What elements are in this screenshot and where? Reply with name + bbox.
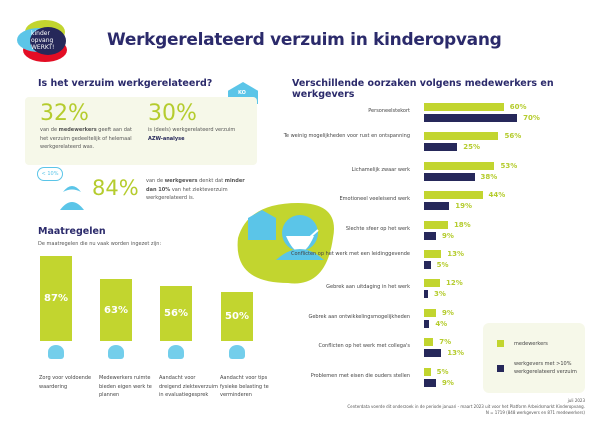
bar-value-label: 38% <box>480 172 498 181</box>
stat-32: 32% <box>40 101 89 126</box>
logo-text: kinder opvang WERKT! <box>31 30 55 51</box>
bar-value-label: 9% <box>441 308 454 317</box>
person-icon <box>60 180 84 210</box>
stat-84-text: van de werkgevers denkt dat minder dan 1… <box>146 178 245 201</box>
bar-value-label: 3% <box>433 290 446 299</box>
bar-werkgevers <box>424 378 436 387</box>
chart-title: Verschillende oorzaken volgens medewerke… <box>292 78 554 100</box>
lightbulb-icon <box>229 345 245 359</box>
bar-medewerkers <box>424 103 504 111</box>
bar-value-label: 13% <box>447 250 465 258</box>
category-label: Te weinig mogelijkheden voor rust en ont… <box>283 133 410 140</box>
measure-bar: 87% <box>40 256 72 341</box>
bar-value-label: 25% <box>463 143 481 152</box>
category-label: Conflicten op het werk met collega's <box>318 343 410 350</box>
bar-value-label: 13% <box>447 349 465 358</box>
category-label: Slechte sfeer op het werk <box>345 225 410 232</box>
bar-werkgevers <box>424 290 428 299</box>
maatregelen-title: Maatregelen <box>38 226 106 237</box>
legend-item-werkgevers: werkgevers met >10% werkgerelateerd verz… <box>497 360 582 376</box>
legend: medewerkers werkgevers met >10% werkgere… <box>483 323 585 393</box>
bar-value-label: 53% <box>500 161 518 170</box>
bar-value-label: 18% <box>453 220 471 229</box>
logo: kinder opvang WERKT! <box>15 18 85 63</box>
bar-value-label: 60% <box>509 103 527 111</box>
people-calendar-icon <box>108 345 124 359</box>
stat-30-source: AZW-analyse <box>148 136 185 142</box>
measure-caption: Aandacht voor tips fysieke belasting te … <box>220 375 269 398</box>
bar-value-label: 9% <box>441 378 454 387</box>
bar-value-label: 12% <box>445 279 463 288</box>
bar-value-label: 5% <box>436 367 449 376</box>
stat-30-text: is (deels) werkgerelateerd verzuim <box>148 127 236 133</box>
bar-werkgevers <box>424 261 431 269</box>
bar-medewerkers <box>424 161 495 170</box>
bar-medewerkers <box>424 367 431 376</box>
bar-medewerkers <box>424 338 434 347</box>
bar-werkgevers <box>424 319 430 328</box>
stat-84: 84% <box>92 176 139 200</box>
bar-value-label: 5% <box>436 261 449 269</box>
stats-panel <box>25 97 257 165</box>
bar-werkgevers <box>424 202 450 211</box>
conversation-icon <box>168 345 184 359</box>
measure-bar: 56% <box>160 286 192 341</box>
page-title: Werkgerelateerd verzuim in kinderopvang <box>107 30 502 50</box>
stat-30: 30% <box>148 101 197 126</box>
measure-bar: 63% <box>100 279 132 341</box>
bar-value-label: 70% <box>523 114 540 122</box>
measure-bar: 50% <box>221 292 253 341</box>
bar-werkgevers <box>424 231 436 240</box>
bar-werkgevers <box>424 349 442 358</box>
category-label: Personeelstekort <box>368 108 410 114</box>
bar-medewerkers <box>424 132 499 141</box>
bar-value-label: 7% <box>439 338 452 347</box>
footer: juli 2023 Centerdata voerde dit onderzoek… <box>347 398 585 415</box>
bar-werkgevers <box>424 143 458 152</box>
sick-worker-illustration <box>228 198 340 290</box>
bar-value-label: 44% <box>488 191 506 200</box>
measure-caption: Aandacht voor dreigend ziekteverzuim in … <box>159 375 218 398</box>
bar-medewerkers <box>424 250 442 258</box>
bar-value-label: 4% <box>435 319 448 328</box>
stat-32-text: van de medewerkers geeft aan dat het ver… <box>40 127 132 150</box>
category-label: Emotioneel veeleisend werk <box>339 196 411 203</box>
bar-value-label: 9% <box>441 231 454 240</box>
category-label: Gebrek aan uitdaging in het werk <box>326 284 410 291</box>
measure-caption: Medewerkers ruimte bieden eigen werk te … <box>99 375 152 398</box>
bar-werkgevers <box>424 114 518 122</box>
maatregelen-subtitle: De maatregelen die nu vaak worden ingeze… <box>38 241 162 247</box>
legend-item-medewerkers: medewerkers <box>497 340 548 347</box>
category-label: Conflicten op het werk met een leidingge… <box>291 251 410 257</box>
thought-bubble: < 10% <box>37 167 63 181</box>
section-title: Is het verzuim werkgerelateerd? <box>38 78 213 89</box>
bar-medewerkers <box>424 279 440 288</box>
measure-caption: Zorg voor voldoende waardering <box>39 375 92 390</box>
bar-medewerkers <box>424 220 448 229</box>
bar-medewerkers <box>424 191 483 200</box>
bar-werkgevers <box>424 172 475 181</box>
bar-value-label: 19% <box>455 202 473 211</box>
category-label: Gebrek aan ontwikkelingsmogelijkheden <box>308 313 410 320</box>
category-label: Problemen met eisen die ouders stellen <box>310 372 410 379</box>
category-label: Lichamelijk zwaar werk <box>351 166 410 173</box>
thumbs-up-icon <box>48 345 64 359</box>
bar-value-label: 56% <box>504 132 522 141</box>
bar-medewerkers <box>424 308 436 317</box>
